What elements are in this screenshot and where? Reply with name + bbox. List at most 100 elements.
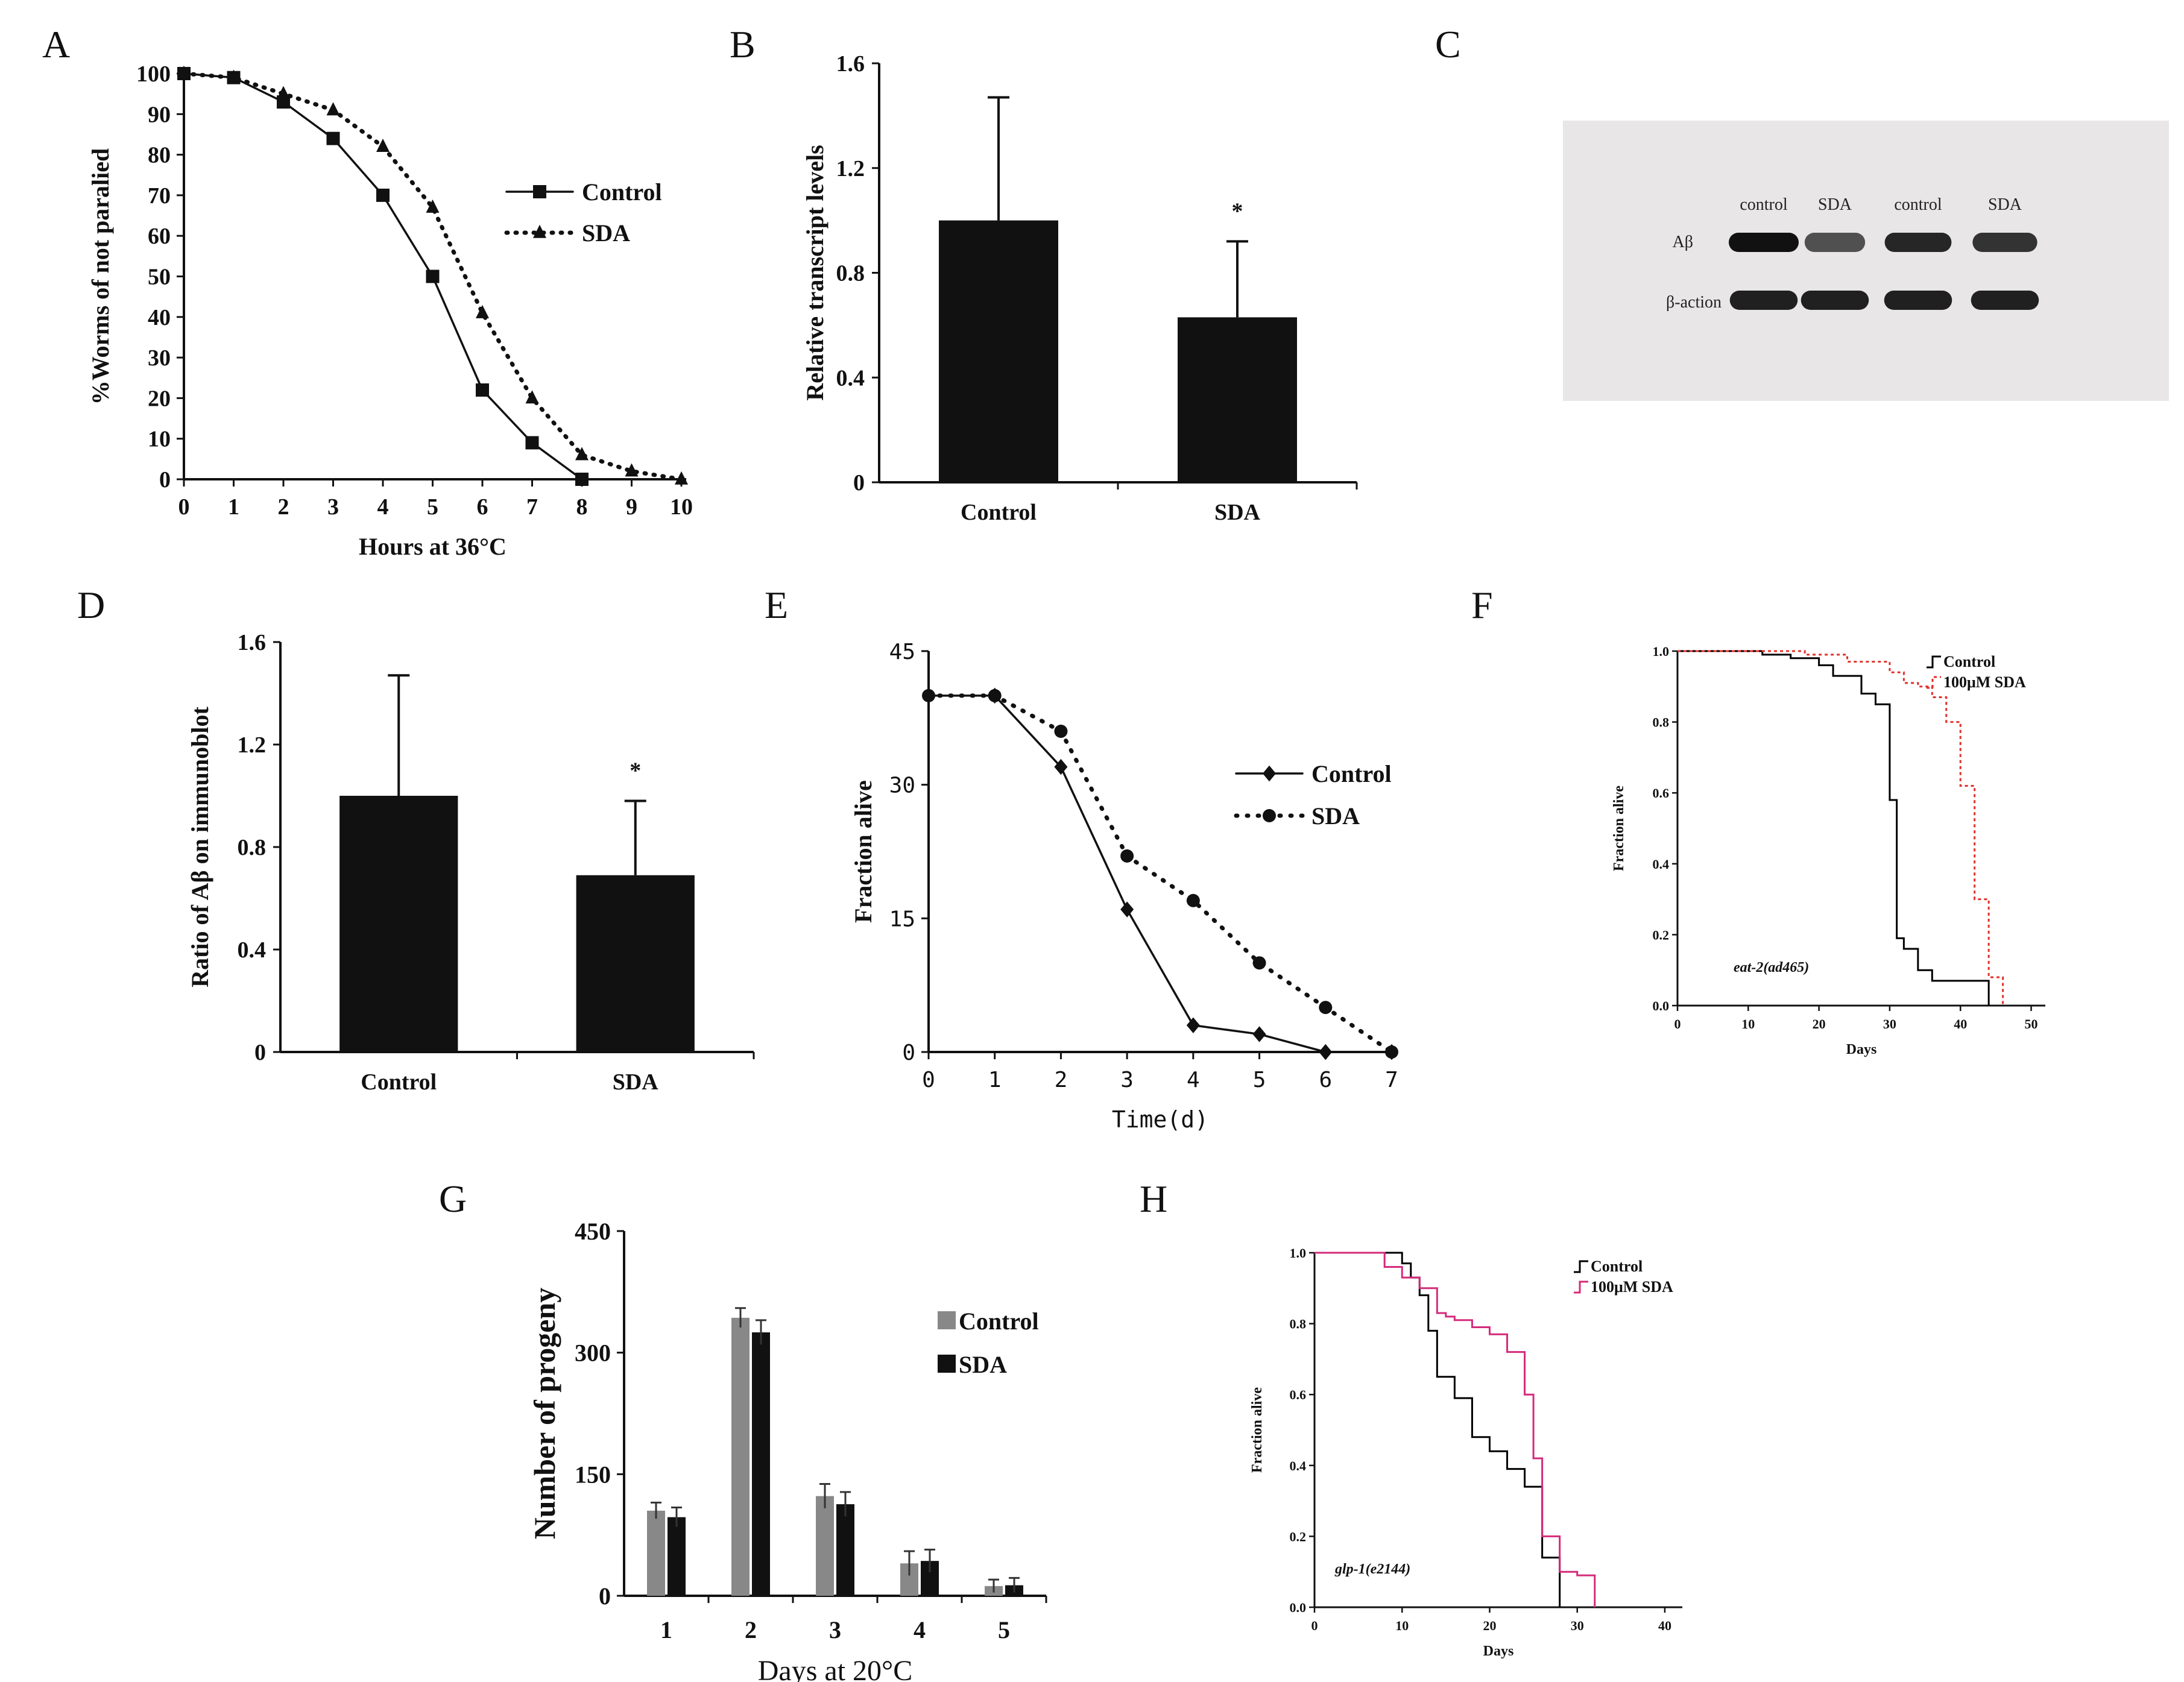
y-axis-label: Fraction alive — [1611, 786, 1627, 871]
blot-band — [1801, 291, 1869, 310]
x-tick-label: 2 — [745, 1616, 757, 1643]
legend-marker-control — [533, 185, 546, 198]
bar-control — [939, 220, 1058, 482]
legend-swatch-control — [1574, 1260, 1588, 1273]
series-line-control — [927, 695, 1393, 1053]
legend-label-control: Control — [1311, 760, 1392, 787]
x-tick-label-control: Control — [961, 500, 1037, 525]
x-tick-label: 0 — [1674, 1016, 1681, 1032]
y-tick-label: 0 — [159, 467, 171, 493]
survival-curve-sda — [1315, 1252, 1596, 1607]
data-point-control — [1120, 901, 1134, 918]
lane-label: control — [1740, 195, 1788, 214]
survival-curve-control — [1677, 650, 1990, 1006]
x-tick-label: 1 — [228, 494, 239, 520]
data-point-sda — [1054, 725, 1068, 738]
y-tick-label: 0.8 — [836, 261, 865, 286]
data-point-sda — [476, 304, 489, 318]
y-axis-label: Relative transcript levels — [801, 145, 828, 400]
series-line-control — [183, 72, 583, 480]
legend-marker-control — [1263, 765, 1276, 782]
blot-band — [1972, 233, 2037, 252]
lane-label: SDA — [1988, 195, 2022, 214]
x-tick-label: 20 — [1483, 1618, 1496, 1633]
x-tick-label: 6 — [477, 494, 488, 520]
x-tick-label: 30 — [1883, 1016, 1896, 1032]
y-axis-label: %Worms of not paralied — [87, 148, 114, 405]
bar-control-day-1 — [647, 1510, 665, 1596]
y-axis-label: Number of progeny — [528, 1288, 561, 1540]
y-tick-label: 0.2 — [1653, 927, 1670, 942]
x-tick-label: 1 — [660, 1616, 672, 1643]
panel-d-immunoblot-ratio-chart: 0 0.4 0.8 1.2 1.6 Control SDA * Ratio of Aβ on i… — [186, 630, 755, 1095]
data-point-control — [476, 383, 489, 397]
blot-band — [1884, 291, 1952, 310]
y-tick-label: 70 — [148, 183, 171, 209]
data-point-control — [575, 473, 589, 486]
data-point-sda — [675, 471, 688, 485]
data-point-sda — [988, 688, 1002, 702]
panel-letter-c: C — [1435, 23, 1461, 66]
data-point-sda — [922, 688, 935, 702]
significance-asterisk: * — [1232, 198, 1243, 224]
data-point-sda — [1252, 956, 1266, 970]
y-tick-label: 90 — [148, 102, 171, 127]
panel-f-eat2-survival-chart: 0 10 20 30 40 50 0.0 0.2 0.4 0.6 0.8 1.0 Days Fractio… — [1611, 644, 2045, 1057]
data-point-control — [326, 131, 340, 145]
y-tick-label: 0.6 — [1653, 786, 1670, 801]
x-tick-label-sda: SDA — [613, 1069, 659, 1095]
blot-membrane — [1563, 121, 2169, 401]
y-tick-label: 10 — [148, 427, 171, 452]
y-axis-label: Fraction alive — [850, 780, 877, 923]
bar-control-day-3 — [816, 1496, 834, 1596]
legend-label-control: Control — [959, 1308, 1039, 1335]
y-tick-label: 0 — [853, 470, 865, 496]
x-tick-label: 0 — [922, 1068, 935, 1092]
legend-swatch-sda — [938, 1355, 956, 1373]
x-tick-label: 5 — [1253, 1068, 1266, 1092]
y-tick-label: 0.6 — [1290, 1387, 1307, 1402]
panel-letter-b: B — [730, 23, 756, 66]
data-point-sda — [376, 138, 390, 152]
y-tick-label: 0.0 — [1653, 998, 1670, 1013]
y-tick-label: 50 — [148, 265, 171, 290]
data-point-sda — [625, 463, 639, 477]
panel-letter-a: A — [42, 23, 70, 66]
data-point-sda — [326, 102, 340, 116]
y-tick-label: 0 — [902, 1041, 915, 1065]
y-tick-label: 1.2 — [836, 156, 865, 181]
y-tick-label: 0 — [254, 1040, 266, 1065]
x-tick-label: 40 — [1954, 1016, 1967, 1032]
legend-label-sda: 100μM SDA — [1591, 1278, 1673, 1296]
legend-swatch-control — [938, 1311, 956, 1329]
x-tick-label: 4 — [914, 1616, 926, 1643]
x-tick-label: 10 — [1395, 1618, 1409, 1633]
y-tick-label: 45 — [889, 640, 915, 664]
data-point-sda — [177, 65, 191, 79]
x-tick-label: 4 — [1187, 1068, 1200, 1092]
legend-marker-sda — [1263, 809, 1276, 822]
row-label-beta-actin: β-action — [1666, 293, 1722, 312]
row-label-abeta: Aβ — [1673, 233, 1693, 251]
bar-control-day-2 — [731, 1317, 750, 1596]
y-tick-label: 40 — [148, 305, 171, 330]
x-tick-label: 7 — [1385, 1068, 1398, 1092]
y-axis-label: Fraction alive — [1249, 1387, 1265, 1473]
panel-a-paralysis-chart: 0 1 2 3 4 5 6 7 8 9 100102030405060708090100Hours … — [87, 61, 693, 560]
y-tick-label: 30 — [148, 345, 171, 371]
y-tick-label: 0.0 — [1290, 1600, 1307, 1615]
bar-sda-day-2 — [752, 1332, 770, 1596]
x-tick-label: 10 — [670, 494, 693, 520]
x-axis-label: Days — [1846, 1042, 1877, 1057]
survival-curve-sda — [1677, 650, 2004, 1006]
blot-band — [1729, 291, 1798, 310]
x-tick-label-control: Control — [361, 1069, 437, 1095]
x-tick-label: 1 — [988, 1068, 1002, 1092]
x-tick-label: 9 — [626, 494, 637, 520]
panel-letter-f: F — [1471, 584, 1493, 626]
x-tick-label-sda: SDA — [1214, 500, 1261, 525]
data-point-sda — [426, 199, 440, 213]
panel-c-western-blot: control SDA control SDA Aβ β-action — [1563, 121, 2169, 401]
blot-band — [1971, 291, 2039, 310]
